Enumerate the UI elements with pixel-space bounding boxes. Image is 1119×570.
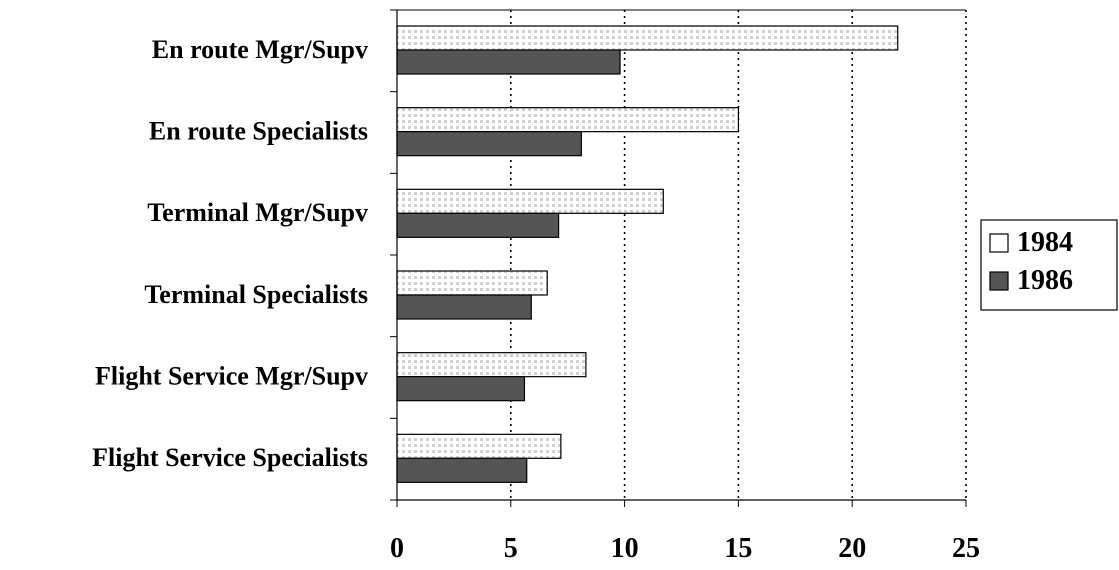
category-label-0: En route Mgr/Supv — [152, 35, 368, 64]
legend-label-1984: 1984 — [1017, 227, 1073, 258]
x-tick-label-10: 10 — [611, 533, 639, 564]
legend: 1984 1986 — [980, 219, 1118, 311]
legend-swatch-1984 — [989, 233, 1009, 253]
bars — [396, 25, 899, 483]
bar-1986-0 — [396, 49, 621, 75]
bar-1984-3 — [396, 270, 548, 296]
x-tick-label-5: 5 — [504, 533, 518, 564]
legend-label-1986: 1986 — [1017, 265, 1073, 296]
x-tick-label-20: 20 — [838, 533, 866, 564]
category-label-3: Terminal Specialists — [144, 280, 368, 309]
bar-1984-1 — [396, 107, 739, 133]
bar-1986-2 — [396, 212, 560, 238]
bar-1984-0 — [396, 25, 899, 51]
bar-1984-5 — [396, 433, 562, 459]
category-labels: En route Mgr/Supv En route Specialists Ter… — [92, 35, 368, 472]
axes — [390, 9, 967, 507]
bar-1984-2 — [396, 188, 664, 214]
gridlines — [509, 10, 967, 500]
category-label-1: En route Specialists — [149, 117, 368, 146]
legend-swatch-1986 — [989, 271, 1009, 291]
bar-1984-4 — [396, 352, 587, 378]
bar-1986-1 — [396, 131, 582, 157]
category-label-2: Terminal Mgr/Supv — [147, 198, 368, 227]
category-label-5: Flight Service Specialists — [92, 443, 368, 472]
x-tick-label-25: 25 — [952, 533, 980, 564]
x-tick-label-0: 0 — [390, 533, 404, 564]
bar-1986-5 — [396, 457, 528, 483]
category-label-4: Flight Service Mgr/Supv — [95, 362, 368, 391]
x-tick-labels: 0 5 10 15 20 25 — [390, 533, 980, 564]
bar-1986-4 — [396, 376, 526, 402]
bar-1986-3 — [396, 294, 532, 320]
x-tick-label-15: 15 — [724, 533, 752, 564]
